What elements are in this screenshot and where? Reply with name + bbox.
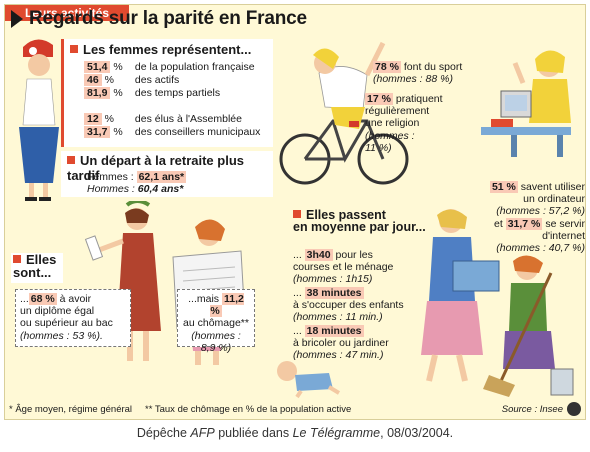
shopping-woman-illustration	[421, 209, 500, 382]
marianne-illustration	[19, 39, 59, 201]
chomage-stat: ...mais 11,2 % au chômage** (hommes : 8,…	[177, 289, 255, 354]
retirement-women: Femmes : 62,1 ans*	[87, 171, 187, 183]
elles-sont-box: Elles sont...	[11, 253, 63, 283]
infographic-poster: Regards sur la parité en France Les femm…	[4, 4, 586, 420]
courses-stat: ... 3h40 pour les courses et le ménage (…	[293, 249, 394, 286]
cyclist-illustration	[279, 41, 409, 185]
bullet-icon	[13, 255, 21, 263]
religion-stat: 17 % pratiquent régulièrement une religi…	[365, 93, 443, 154]
garden-stat: ... 18 minutes à bricoler ou jardiner (h…	[293, 325, 389, 362]
stat-row-actifs: 46 % des actifs	[70, 74, 179, 86]
women-header: Les femmes représentent...	[70, 42, 251, 57]
cleaning-woman-illustration	[483, 255, 574, 397]
bullet-icon	[293, 210, 301, 218]
stat-row-conseillers: 31,7 % des conseillers municipaux	[70, 126, 260, 138]
children-stat: ... 38 minutes à s'occuper des enfants (…	[293, 287, 404, 324]
footnote-1: * Âge moyen, régime général	[9, 404, 133, 415]
title-text: Regards sur la parité en France	[29, 8, 307, 29]
stat-row-elus: 12 % des élus à l'Assemblée	[70, 113, 242, 125]
agency-logo-icon	[567, 402, 581, 416]
sport-stat: 78 % font du sport (hommes : 88 %)	[373, 61, 463, 86]
stat-row-population: 51,4 % de la population française	[70, 61, 255, 73]
page-title: Regards sur la parité en France	[11, 8, 307, 30]
retirement-box: Un départ à la retraite plus tardif Femm…	[61, 151, 273, 197]
bullet-icon	[67, 156, 75, 164]
title-arrow-icon	[11, 10, 23, 28]
internet-stat: et 31,7 % se servir d'internet (hommes :…	[494, 218, 585, 255]
computer-user-illustration	[481, 50, 571, 157]
source-note: Source : Insee	[501, 404, 563, 415]
daily-time-header: Elles passent en moyenne par jour...	[293, 208, 426, 235]
computer-stat: 51 % savent utiliser un ordinateur (homm…	[489, 181, 585, 218]
diploma-stat: ... 68 % à avoir un diplôme égal ou supér…	[15, 289, 131, 347]
retirement-header: Un départ à la retraite plus tardif	[67, 153, 244, 183]
baby-illustration	[277, 361, 341, 399]
women-representation-box: Les femmes représentent... 51,4 % de la …	[61, 39, 273, 147]
elles-header: Elles sont...	[13, 252, 57, 280]
stat-row-temps-partiels: 81,9 % des temps partiels	[70, 87, 220, 99]
caption: Dépêche AFP publiée dans Le Télégramme, …	[136, 426, 454, 440]
activities-badge: Leurs activités	[5, 5, 129, 21]
bullet-icon	[70, 45, 78, 53]
footnote-2: ** Taux de chômage en % de la population…	[145, 404, 352, 415]
retirement-men: Hommes : 60,4 ans*	[87, 183, 184, 195]
diploma-line-1: ... 68 % à avoir	[20, 293, 92, 305]
